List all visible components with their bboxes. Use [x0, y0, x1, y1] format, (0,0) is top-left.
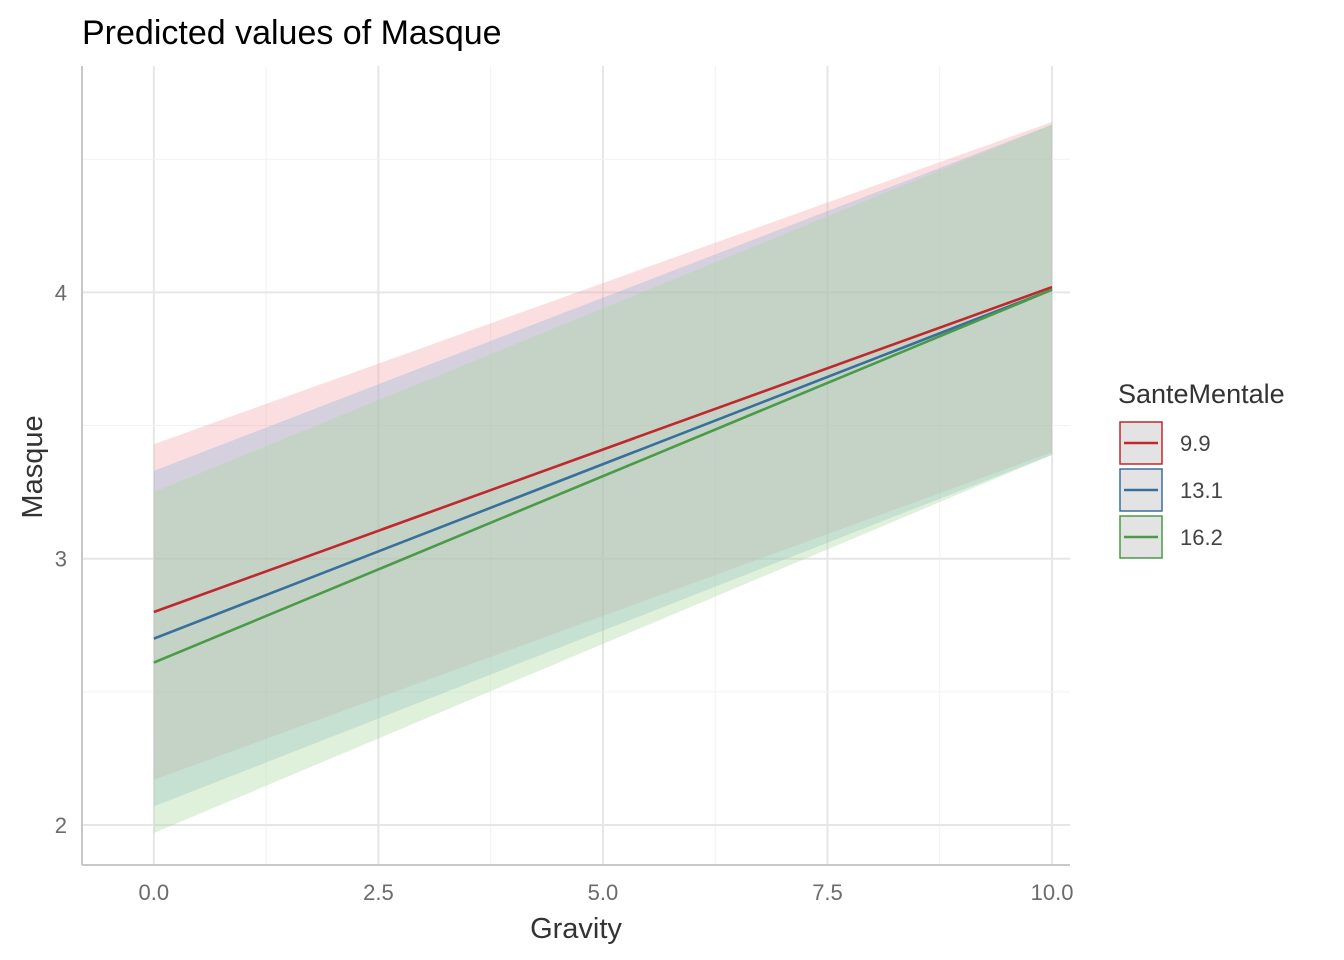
- x-tick-label: 7.5: [812, 880, 843, 905]
- chart-title: Predicted values of Masque: [82, 14, 502, 52]
- series-line-9-9: [153, 285, 1053, 614]
- x-tick-label: 2.5: [363, 880, 394, 905]
- legend-label: 16.2: [1180, 525, 1223, 550]
- x-tick-labels: 0.0 2.5 5.0 7.5 10.0: [139, 880, 1074, 905]
- series-line-16-2: [153, 288, 1053, 664]
- y-axis-title: Masque: [17, 415, 49, 518]
- x-tick-label: 5.0: [588, 880, 619, 905]
- x-axis-title: Gravity: [530, 913, 622, 945]
- legend-title: SanteMentale: [1118, 379, 1285, 409]
- series-lines: [153, 285, 1053, 664]
- series-line-13-1: [153, 288, 1053, 640]
- legend-item: 13.1: [1119, 468, 1223, 512]
- legend-item: 16.2: [1119, 515, 1223, 559]
- y-tick-labels: 2 3 4: [55, 280, 67, 838]
- legend-label: 9.9: [1180, 431, 1211, 456]
- y-tick-label: 4: [55, 280, 67, 305]
- legend-item: 9.9: [1119, 421, 1211, 465]
- x-tick-label: 10.0: [1031, 880, 1074, 905]
- y-tick-label: 3: [55, 547, 67, 572]
- y-tick-label: 2: [55, 813, 67, 838]
- legend: SanteMentale 9.9 13.1 16.2: [1118, 379, 1285, 559]
- legend-label: 13.1: [1180, 478, 1223, 503]
- confidence-band-16-2: [153, 124, 1053, 834]
- x-tick-label: 0.0: [139, 880, 170, 905]
